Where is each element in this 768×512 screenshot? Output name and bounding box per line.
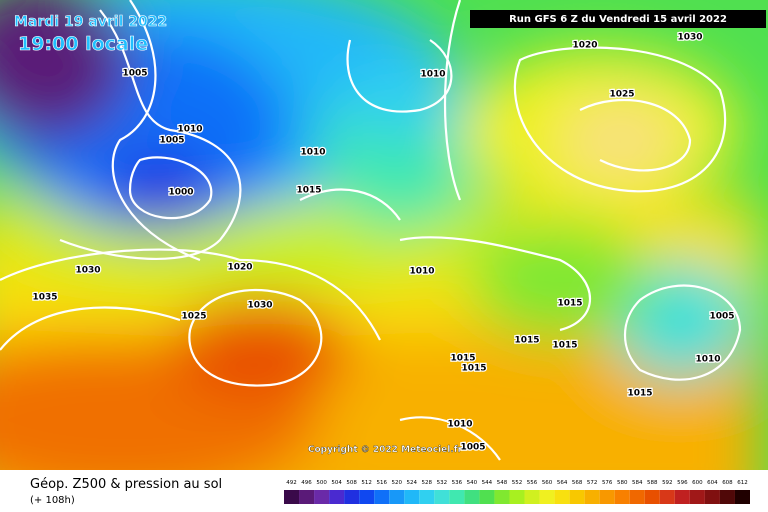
isobar-label: 1010 xyxy=(177,125,202,135)
scale-label: 604 xyxy=(707,480,718,486)
scale-swatch xyxy=(344,490,360,504)
scale-swatch xyxy=(314,490,330,504)
scale-label: 544 xyxy=(482,480,493,486)
isobar-label: 1025 xyxy=(609,90,634,100)
scale-swatch xyxy=(479,490,495,504)
scale-label: 576 xyxy=(602,480,613,486)
scale-swatch xyxy=(689,490,705,504)
scale-swatch xyxy=(524,490,540,504)
scale-label: 612 xyxy=(737,480,748,486)
isobar-label: 1005 xyxy=(159,136,184,146)
isobar-label: 1015 xyxy=(557,299,582,309)
scale-swatch xyxy=(299,490,315,504)
scale-label: 596 xyxy=(677,480,688,486)
scale-label: 520 xyxy=(391,480,402,486)
scale-swatch xyxy=(434,490,450,504)
isobar-label: 1015 xyxy=(296,186,321,196)
isobar-label: 1000 xyxy=(168,188,193,198)
isobar-label: 1010 xyxy=(695,355,720,365)
scale-label: 572 xyxy=(587,480,598,486)
scale-swatch xyxy=(509,490,525,504)
scale-swatch xyxy=(644,490,660,504)
scale-label: 528 xyxy=(422,480,433,486)
isobar-label: 1015 xyxy=(450,354,475,364)
isobar-label: 1015 xyxy=(627,389,652,399)
isobar-label: 1010 xyxy=(300,148,325,158)
scale-label: 568 xyxy=(572,480,583,486)
scale-swatch xyxy=(494,490,510,504)
isobar-label: 1015 xyxy=(461,364,486,374)
scale-swatch xyxy=(374,490,390,504)
copyright: Copyright © 2022 Meteociel.fr xyxy=(308,445,463,455)
scale-label: 560 xyxy=(542,480,553,486)
scale-label: 496 xyxy=(301,480,312,486)
scale-swatch xyxy=(719,490,735,504)
scale-label: 580 xyxy=(617,480,628,486)
scale-swatch xyxy=(629,490,645,504)
scale-label: 584 xyxy=(632,480,643,486)
scale-swatch xyxy=(359,490,375,504)
scale-swatch xyxy=(389,490,405,504)
scale-swatch xyxy=(464,490,480,504)
scale-swatch xyxy=(449,490,465,504)
scale-label: 564 xyxy=(557,480,568,486)
isobar-label: 1020 xyxy=(227,263,252,273)
date: Mardi 19 avril 2022 xyxy=(14,14,167,30)
scale-label: 512 xyxy=(361,480,372,486)
scale-label: 536 xyxy=(452,480,463,486)
local-time: 19:00 locale xyxy=(18,33,148,55)
scale-swatch xyxy=(329,490,345,504)
scale-swatch xyxy=(419,490,435,504)
isobar-label: 1005 xyxy=(460,443,485,453)
scale-swatch xyxy=(674,490,690,504)
scale-label: 592 xyxy=(662,480,673,486)
scale-label: 524 xyxy=(407,480,418,486)
scale-label: 548 xyxy=(497,480,508,486)
scale-label: 500 xyxy=(316,480,327,486)
isobar-label: 1015 xyxy=(514,336,539,346)
scale-label: 492 xyxy=(286,480,297,486)
isobar-label: 1030 xyxy=(75,266,100,276)
scale-swatch xyxy=(284,490,300,504)
scale-label: 608 xyxy=(722,480,733,486)
scale-swatch xyxy=(539,490,555,504)
scale-label: 552 xyxy=(512,480,523,486)
isobar-label: 1020 xyxy=(572,41,597,51)
scale-label: 508 xyxy=(346,480,357,486)
scale-label: 600 xyxy=(692,480,703,486)
isobar-label: 1005 xyxy=(122,69,147,79)
isobar-label: 1010 xyxy=(420,70,445,80)
isobar-label: 1030 xyxy=(247,301,272,311)
scale-swatch xyxy=(614,490,630,504)
scale-swatch xyxy=(734,490,750,504)
footer-lead: (+ 108h) xyxy=(30,495,75,506)
scale-swatch xyxy=(404,490,420,504)
scale-label: 532 xyxy=(437,480,448,486)
scale-swatch xyxy=(599,490,615,504)
scale-swatch xyxy=(584,490,600,504)
isobar-label: 1035 xyxy=(32,293,57,303)
isobar-label: 1015 xyxy=(552,341,577,351)
scale-swatch xyxy=(569,490,585,504)
footer-title: Géop. Z500 & pression au sol xyxy=(30,477,222,492)
scale-swatch xyxy=(659,490,675,504)
scale-label: 504 xyxy=(331,480,342,486)
scale-swatch xyxy=(704,490,720,504)
isobar-label: 1010 xyxy=(447,420,472,430)
isobar-label: 1025 xyxy=(181,312,206,322)
isobar-label: 1030 xyxy=(677,33,702,43)
scale-label: 556 xyxy=(527,480,538,486)
isobar-label: 1010 xyxy=(409,267,434,277)
run-info: Run GFS 6 Z du Vendredi 15 avril 2022 xyxy=(509,14,727,25)
isobar-label: 1005 xyxy=(709,312,734,322)
scale-label: 516 xyxy=(376,480,387,486)
scale-label: 588 xyxy=(647,480,658,486)
color-scale: 492 496 500 504 508 512 516 520 524 528 532 536 540 5… xyxy=(284,480,750,504)
scale-swatch xyxy=(554,490,570,504)
scale-label: 540 xyxy=(467,480,478,486)
